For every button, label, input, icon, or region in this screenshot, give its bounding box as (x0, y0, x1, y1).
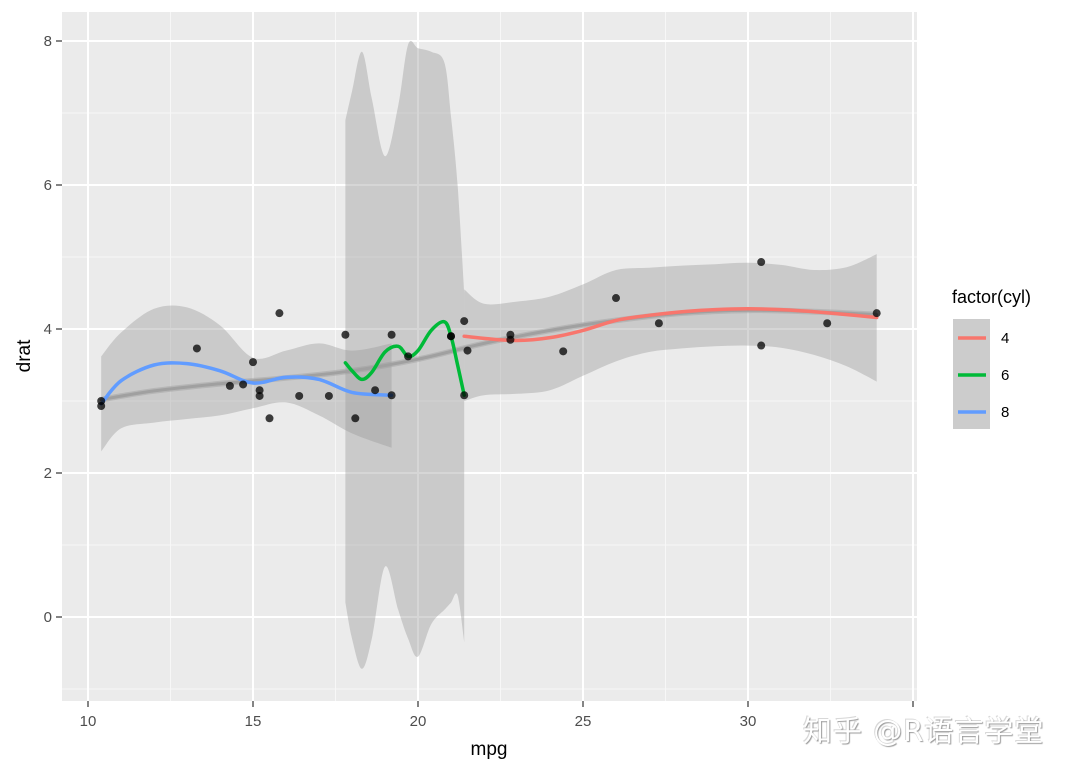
y-tick-label: 6 (44, 177, 52, 194)
plot-panel (62, 12, 917, 701)
data-points (97, 258, 881, 423)
legend-label-4: 4 (1001, 330, 1009, 347)
x-tick-label: 20 (410, 713, 427, 730)
data-point (255, 391, 264, 400)
grid-minor (62, 12, 917, 701)
y-axis-title: drat (14, 339, 35, 372)
data-point (351, 414, 360, 423)
data-point (463, 346, 472, 355)
legend-label-8: 8 (1001, 404, 1009, 421)
data-point (255, 386, 264, 395)
smooth-line-8 (99, 361, 394, 406)
y-tick-label: 0 (44, 609, 52, 626)
data-point (265, 414, 274, 423)
ribbon-4 (464, 254, 877, 401)
x-tick-label: 25 (575, 713, 592, 730)
data-point (757, 341, 766, 350)
x-axis-title: mpg (471, 739, 508, 760)
x-tick-label: 15 (245, 713, 262, 730)
data-point (654, 319, 663, 328)
y-axis: 0 2 4 6 8 (44, 33, 62, 626)
ribbon-8 (101, 305, 392, 452)
data-point (371, 386, 380, 395)
x-axis: 10 15 20 25 30 (80, 701, 914, 730)
data-point (341, 330, 350, 339)
data-point (447, 332, 455, 341)
data-point (295, 391, 304, 400)
data-point (460, 317, 469, 326)
data-point (757, 258, 766, 267)
legend-title: factor(cyl) (952, 287, 1031, 307)
data-point (324, 391, 333, 400)
data-point (823, 319, 832, 328)
data-point (387, 391, 396, 400)
x-tick-label: 30 (740, 713, 757, 730)
data-point (387, 330, 396, 339)
y-tick-label: 2 (44, 465, 52, 482)
data-point (192, 344, 201, 353)
data-point (404, 352, 413, 361)
data-point (506, 330, 515, 339)
grid-major (62, 12, 917, 701)
data-point (612, 294, 620, 303)
legend: factor(cyl) 4 6 8 (952, 287, 1031, 429)
x-tick-label: 10 (80, 713, 97, 730)
y-tick-label: 8 (44, 33, 52, 50)
data-point (225, 381, 234, 390)
data-point (275, 309, 284, 318)
data-point (559, 347, 568, 356)
watermark: 知乎 @R语言学堂 (803, 714, 1045, 748)
data-point (239, 380, 248, 389)
data-point (460, 391, 469, 400)
data-point (872, 309, 881, 318)
data-point (249, 358, 257, 367)
legend-label-6: 6 (1001, 367, 1009, 384)
smooth-line-4 (462, 307, 879, 343)
data-point (97, 397, 106, 405)
y-tick-label: 4 (44, 321, 52, 338)
